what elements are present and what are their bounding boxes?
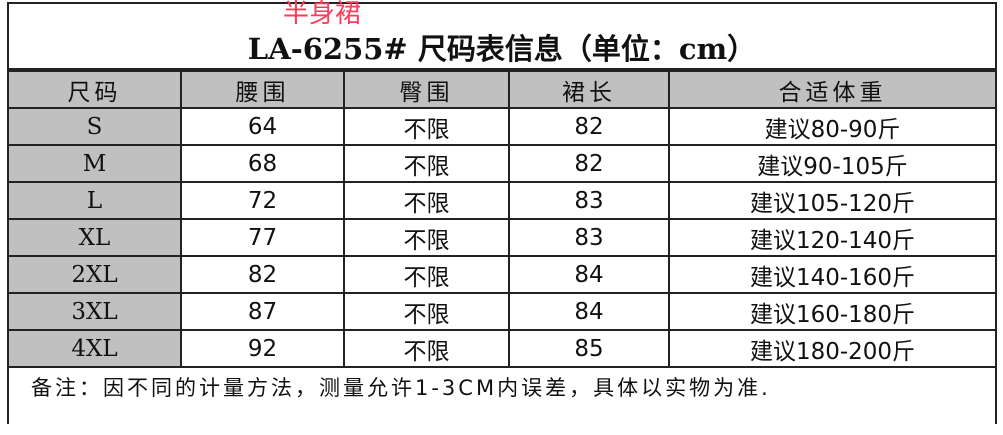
- table-cell: 不限: [343, 255, 510, 294]
- table-cell: 82: [508, 107, 670, 146]
- table-row: 3XL 87 不限 84 建议160-180斤: [9, 292, 995, 331]
- table-cell: S: [9, 107, 182, 146]
- column-header: 合适体重: [668, 70, 995, 109]
- column-header: 臀围: [343, 70, 510, 109]
- column-header: 裙长: [508, 70, 670, 109]
- table-cell: 72: [180, 181, 345, 220]
- table-cell: 建议160-180斤: [668, 292, 995, 331]
- table-row: M 68 不限 82 建议90-105斤: [9, 144, 995, 183]
- table-cell: 不限: [343, 181, 510, 220]
- chart-title: LA-6255# 尺码表信息（单位：cm）: [9, 4, 995, 70]
- table-cell: 建议120-140斤: [668, 218, 995, 257]
- table-cell: 68: [180, 144, 345, 183]
- table-row: S 64 不限 82 建议80-90斤: [9, 107, 995, 146]
- category-tag: 半身裙: [283, 0, 362, 29]
- size-table: 尺码 腰围 臀围 裙长 合适体重 S 64 不限 82 建议80-90斤 M 68 不限 82 建议90-1…: [9, 70, 995, 368]
- table-cell: 77: [180, 218, 345, 257]
- table-cell: 不限: [343, 292, 510, 331]
- table-cell: 不限: [343, 107, 510, 146]
- table-cell: 82: [180, 255, 345, 294]
- table-row: 2XL 82 不限 84 建议140-160斤: [9, 255, 995, 294]
- table-cell: 84: [508, 292, 670, 331]
- column-header: 尺码: [9, 70, 182, 109]
- table-cell: 83: [508, 181, 670, 220]
- column-header: 腰围: [180, 70, 345, 109]
- table-cell: XL: [9, 218, 182, 257]
- table-cell: 4XL: [9, 329, 182, 368]
- table-cell: M: [9, 144, 182, 183]
- table-cell: 建议90-105斤: [668, 144, 995, 183]
- table-cell: 92: [180, 329, 345, 368]
- table-cell: L: [9, 181, 182, 220]
- table-cell: 不限: [343, 329, 510, 368]
- table-cell: 84: [508, 255, 670, 294]
- table-cell: 2XL: [9, 255, 182, 294]
- table-cell: 87: [180, 292, 345, 331]
- table-cell: 85: [508, 329, 670, 368]
- table-cell: 建议80-90斤: [668, 107, 995, 146]
- table-cell: 82: [508, 144, 670, 183]
- table-cell: 建议105-120斤: [668, 181, 995, 220]
- table-cell: 不限: [343, 144, 510, 183]
- table-cell: 3XL: [9, 292, 182, 331]
- table-row: L 72 不限 83 建议105-120斤: [9, 181, 995, 220]
- size-chart: LA-6255# 尺码表信息（单位：cm） 尺码 腰围 臀围 裙长 合适体重 S 64 不限 8…: [7, 2, 997, 424]
- table-cell: 建议140-160斤: [668, 255, 995, 294]
- table-row: XL 77 不限 83 建议120-140斤: [9, 218, 995, 257]
- note: 备注：因不同的计量方法，测量允许1-3CM内误差，具体以实物为准.: [31, 376, 771, 400]
- table-cell: 64: [180, 107, 345, 146]
- table-cell: 建议180-200斤: [668, 329, 995, 368]
- table-cell: 83: [508, 218, 670, 257]
- table-cell: 不限: [343, 218, 510, 257]
- table-row: 4XL 92 不限 85 建议180-200斤: [9, 329, 995, 368]
- header-row: 尺码 腰围 臀围 裙长 合适体重: [9, 70, 995, 109]
